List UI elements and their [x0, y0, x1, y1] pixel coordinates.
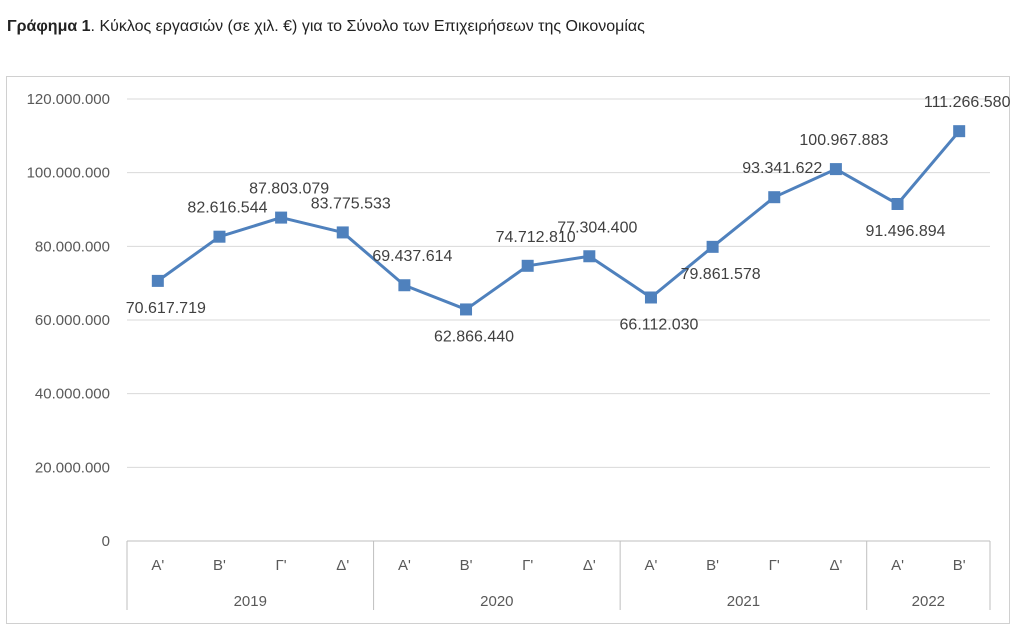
- x-tick-label: Β': [706, 557, 719, 574]
- y-tick-label: 120.000.000: [27, 91, 110, 108]
- chart-caption: Γράφημα 1. Κύκλος εργασιών (σε χιλ. €) γ…: [7, 18, 645, 36]
- data-point: [953, 125, 966, 138]
- x-group-label: 2020: [480, 593, 513, 610]
- x-tick-label: Δ': [336, 557, 349, 574]
- data-point: [521, 259, 534, 272]
- data-label: 77.304.400: [557, 219, 637, 236]
- data-point: [275, 211, 288, 224]
- y-tick-label: 20.000.000: [35, 459, 110, 476]
- x-tick-label: Γ': [522, 557, 533, 574]
- data-label: 70.617.719: [126, 300, 206, 317]
- data-point: [829, 163, 842, 176]
- data-label: 93.341.622: [742, 160, 822, 177]
- data-label: 69.437.614: [372, 248, 452, 265]
- data-label: 91.496.894: [865, 223, 945, 240]
- data-label: 74.712.810: [496, 229, 576, 246]
- series-line: [156, 130, 961, 311]
- x-tick-label: Γ': [769, 557, 780, 574]
- data-label: 87.803.079: [249, 181, 329, 198]
- x-tick-label: Α': [398, 557, 411, 574]
- data-point: [398, 279, 411, 292]
- x-tick-label: Α': [891, 557, 904, 574]
- data-label: 100.967.883: [799, 132, 888, 149]
- x-tick-label: Δ': [583, 557, 596, 574]
- data-point: [336, 226, 349, 239]
- x-group-label: 2019: [234, 593, 267, 610]
- data-label: 79.861.578: [681, 266, 761, 283]
- x-group-label: 2022: [912, 593, 945, 610]
- data-label: 83.775.533: [311, 195, 391, 212]
- x-tick-label: Β': [460, 557, 473, 574]
- y-tick-label: 0: [102, 533, 110, 550]
- data-point: [213, 230, 226, 243]
- y-tick-label: 40.000.000: [35, 386, 110, 403]
- data-label: 62.866.440: [434, 328, 514, 345]
- data-label: 82.616.544: [187, 200, 267, 217]
- caption-text: . Κύκλος εργασιών (σε χιλ. €) για το Σύν…: [90, 18, 645, 35]
- x-tick-label: Δ': [829, 557, 842, 574]
- y-tick-label: 80.000.000: [35, 238, 110, 255]
- data-point: [151, 274, 164, 287]
- data-point: [768, 191, 781, 204]
- x-tick-label: Β': [213, 557, 226, 574]
- x-tick-label: Γ': [276, 557, 287, 574]
- data-point: [891, 197, 904, 210]
- y-tick-label: 60.000.000: [35, 312, 110, 329]
- x-tick-label: Β': [953, 557, 966, 574]
- x-tick-label: Α': [645, 557, 658, 574]
- x-group-label: 2021: [727, 593, 760, 610]
- data-point: [706, 240, 719, 253]
- data-point: [460, 303, 473, 316]
- y-tick-label: 100.000.000: [27, 165, 110, 182]
- x-tick-label: Α': [151, 557, 164, 574]
- data-label: 66.112.030: [620, 316, 699, 333]
- data-label: 111.266.580: [924, 94, 1011, 111]
- data-point: [644, 291, 657, 304]
- caption-bold: Γράφημα 1: [7, 18, 91, 35]
- data-point: [583, 250, 596, 263]
- chart-frame: [6, 76, 1010, 624]
